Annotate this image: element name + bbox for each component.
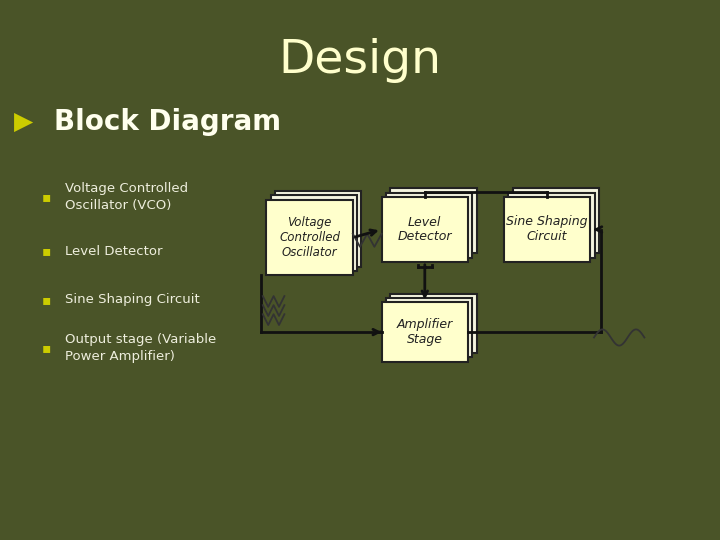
Text: Design: Design (279, 38, 441, 83)
Text: Sine Shaping
Circuit: Sine Shaping Circuit (506, 215, 588, 244)
Bar (266, 200, 353, 275)
Text: ▶: ▶ (14, 110, 34, 133)
Text: Amplifier
Stage: Amplifier Stage (397, 318, 453, 346)
Bar (382, 302, 468, 362)
Bar (386, 193, 472, 258)
Text: Sine Shaping Circuit: Sine Shaping Circuit (65, 293, 199, 306)
Text: Output stage (Variable
Power Amplifier): Output stage (Variable Power Amplifier) (65, 333, 216, 363)
Bar (513, 188, 599, 253)
Bar (504, 197, 590, 262)
Text: Voltage Controlled
Oscillator (VCO): Voltage Controlled Oscillator (VCO) (65, 182, 188, 212)
Text: Level Detector: Level Detector (65, 245, 162, 258)
Text: ▪: ▪ (42, 190, 52, 204)
Bar (508, 193, 595, 258)
Text: ▪: ▪ (42, 293, 52, 307)
Text: Block Diagram: Block Diagram (54, 107, 281, 136)
Bar (271, 195, 357, 271)
Text: Voltage
Controlled
Oscillator: Voltage Controlled Oscillator (279, 216, 340, 259)
Text: Level
Detector: Level Detector (397, 215, 452, 244)
Bar (386, 298, 472, 357)
Bar (382, 197, 468, 262)
Bar (390, 294, 477, 353)
Bar (390, 188, 477, 253)
Bar (275, 191, 361, 267)
Text: ▪: ▪ (42, 244, 52, 258)
Text: ▪: ▪ (42, 341, 52, 355)
